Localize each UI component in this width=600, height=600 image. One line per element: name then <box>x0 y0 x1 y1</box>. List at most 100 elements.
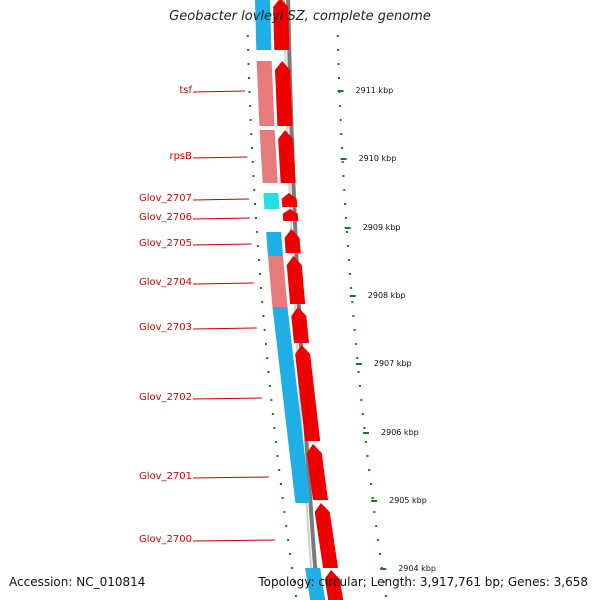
inner-tick <box>247 49 250 51</box>
gene-label: rpsB <box>169 151 192 162</box>
cds-reverse-glov2707 <box>263 193 280 209</box>
inner-tick <box>256 245 259 247</box>
scale-label: 2905 kbp <box>389 496 427 505</box>
cds-reverse-tsf <box>256 61 275 126</box>
outer-tick <box>344 203 347 205</box>
outer-tick <box>348 273 351 275</box>
outer-tick <box>354 343 357 345</box>
inner-tick <box>292 581 295 583</box>
outer-tick <box>366 455 369 457</box>
outer-tick-major <box>344 227 351 229</box>
inner-tick <box>246 35 249 37</box>
inner-tick <box>249 105 252 107</box>
inner-tick <box>271 413 274 415</box>
outer-tick <box>344 217 347 219</box>
inner-tick <box>250 147 253 149</box>
inner-tick <box>278 469 281 471</box>
outer-tick <box>358 385 361 387</box>
cds-forward-9 <box>306 444 328 500</box>
inner-tick <box>267 371 270 373</box>
outer-tick <box>340 133 343 135</box>
outer-tick <box>375 525 378 527</box>
outer-tick <box>339 119 342 121</box>
outer-tick-major <box>355 363 362 365</box>
scale-label: 2904 kbp <box>398 564 436 573</box>
inner-tick <box>279 483 282 485</box>
gene-leader-line <box>192 282 254 285</box>
outer-tick <box>353 329 356 331</box>
gene-label: Glov_2700 <box>138 534 192 545</box>
inner-tick <box>248 77 251 79</box>
outer-tick <box>384 595 387 597</box>
inner-tick <box>264 343 267 345</box>
outer-tick <box>339 105 342 107</box>
inner-tick <box>255 231 258 233</box>
inner-tick <box>254 203 257 205</box>
outer-tick <box>369 483 372 485</box>
outer-tick <box>350 287 353 289</box>
cds-forward-top <box>273 0 290 50</box>
inner-tick <box>252 175 255 177</box>
cds-reverse-glov2703-2701 <box>272 307 311 503</box>
inner-tick <box>268 385 271 387</box>
gene-leader-line <box>192 476 269 479</box>
outer-tick <box>351 301 354 303</box>
outer-tick <box>382 581 385 583</box>
inner-tick <box>262 315 265 317</box>
inner-tick <box>290 567 293 569</box>
cds-forward-10 <box>314 503 339 568</box>
cds-reverse-glov2704 <box>267 256 288 307</box>
scale-label: 2907 kbp <box>373 359 412 368</box>
inner-tick <box>250 133 253 135</box>
gene-label: Glov_2702 <box>138 392 192 403</box>
inner-tick <box>274 441 277 443</box>
gene-leader-line <box>192 539 276 542</box>
gene-label: tsf <box>179 85 192 96</box>
outer-tick <box>356 357 359 359</box>
cds-forward-5 <box>284 229 301 253</box>
inner-tick <box>285 525 288 527</box>
inner-tick <box>248 91 251 93</box>
outer-tick-major <box>340 158 347 160</box>
outer-tick <box>343 189 346 191</box>
outer-tick <box>352 315 355 317</box>
inner-tick <box>257 259 260 261</box>
inner-tick <box>266 357 269 359</box>
outer-tick-major <box>371 500 378 502</box>
cds-forward-1 <box>274 61 293 126</box>
outer-tick <box>363 427 366 429</box>
outer-tick <box>340 147 343 149</box>
gene-leader-line <box>192 156 248 159</box>
inner-tick <box>261 301 264 303</box>
outer-tick <box>336 35 339 37</box>
outer-tick <box>364 441 367 443</box>
scale-label: 2910 kbp <box>358 154 397 163</box>
cds-forward-4 <box>282 209 299 221</box>
inner-tick <box>254 217 257 219</box>
outer-tick <box>360 399 363 401</box>
inner-tick <box>281 497 284 499</box>
inner-tick <box>270 399 273 401</box>
outer-tick <box>377 539 380 541</box>
gene-leader-line <box>192 397 262 400</box>
gene-leader-line <box>192 198 250 201</box>
inner-tick <box>263 329 266 331</box>
scale-label: 2909 kbp <box>362 223 401 232</box>
inner-tick <box>253 189 256 191</box>
inner-tick <box>287 539 290 541</box>
inner-tick <box>247 63 250 65</box>
scale-label: 2911 kbp <box>355 86 394 95</box>
outer-tick <box>337 49 340 51</box>
outer-tick-major <box>337 90 344 92</box>
cds-reverse-rpsB <box>259 130 278 183</box>
gene-leader-line <box>192 243 252 246</box>
cds-reverse-glov2705 <box>266 232 283 256</box>
inner-tick <box>251 161 254 163</box>
cds-reverse-bottom <box>305 568 326 600</box>
gene-label: Glov_2704 <box>138 277 192 288</box>
outer-tick-major <box>363 432 370 434</box>
cds-forward-7 <box>291 307 309 343</box>
gene-label: Glov_2707 <box>138 193 192 204</box>
accession-text: Accession: NC_010814 <box>9 575 146 589</box>
